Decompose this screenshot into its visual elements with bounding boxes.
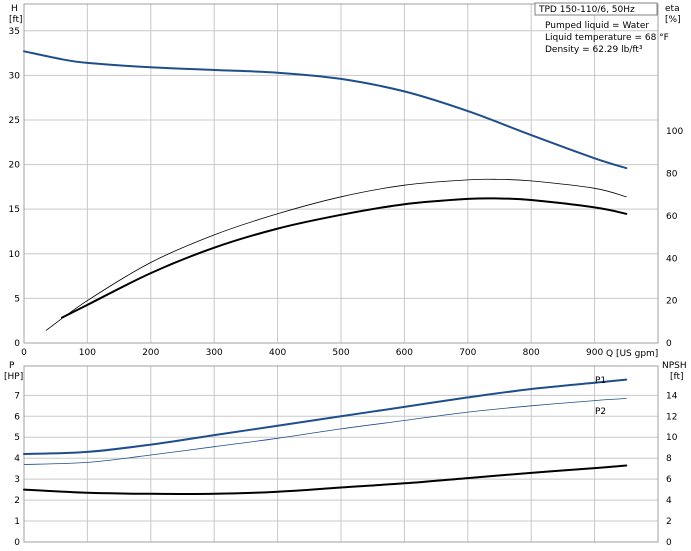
y-right-tick-label: 20: [666, 297, 678, 307]
x-tick-label: 700: [459, 348, 476, 358]
y-left-tick-label: 0: [14, 538, 20, 547]
y-left-tick-label: 1: [14, 517, 20, 527]
y-left-tick-label: 5: [14, 294, 20, 304]
condition-density: Density = 62.29 lb/ft³: [545, 45, 643, 55]
y-left-tick-label: 4: [14, 454, 20, 464]
series-label-p2: P2: [595, 407, 606, 417]
top-panel-frame: [23, 3, 659, 344]
series-h-curve: [23, 50, 628, 170]
y-left-tick-label: 0: [14, 339, 20, 349]
y-right-tick-label: 100: [666, 127, 683, 137]
x-tick-label: 800: [523, 348, 540, 358]
y-right-tick-label: 60: [666, 212, 678, 222]
y-left-tick-label: 3: [14, 475, 20, 485]
y-left-unit-bottom: [ft]: [9, 15, 23, 25]
series-label-p1: P1: [595, 376, 606, 386]
series-p2-curve: [23, 398, 627, 465]
series-p1-curve: [23, 378, 628, 455]
condition-liquid: Pumped liquid = Water: [545, 21, 649, 31]
y-right-tick-label: 14: [666, 391, 678, 401]
x-tick-label: 600: [396, 348, 413, 358]
y-right-tick-label: 40: [666, 254, 678, 264]
model-box: [534, 2, 658, 16]
y-right-tick-label: 12: [666, 412, 677, 422]
bottom-panel-series: [23, 378, 628, 496]
y-left-tick-label: 20: [9, 161, 21, 171]
top-panel-grid: [24, 4, 658, 343]
p-axis-unit-bottom: [HP]: [4, 372, 23, 382]
y-right-tick-label: 2: [666, 517, 672, 527]
series-npsh-curve: [23, 464, 628, 496]
y-right-unit-top: eta: [665, 4, 680, 14]
series-eta-pump-curve: [61, 197, 628, 319]
y-left-tick-label: 30: [9, 71, 21, 81]
y-left-tick-label: 7: [14, 391, 20, 401]
x-tick-label: 0: [21, 348, 27, 358]
y-left-unit-top: H: [11, 4, 18, 14]
x-tick-label: 200: [142, 348, 159, 358]
x-tick-label: 500: [332, 348, 349, 358]
y-left-tick-label: 10: [9, 250, 21, 260]
y-left-tick-label: 2: [14, 496, 20, 506]
y-right-tick-label: 10: [666, 433, 678, 443]
x-tick-label: 400: [269, 348, 286, 358]
y-right-tick-label: 6: [666, 475, 672, 485]
y-left-tick-label: 5: [14, 433, 20, 443]
top-panel-series: [23, 50, 628, 331]
x-axis-label: Q [US gpm]: [606, 349, 658, 359]
npsh-axis-unit-top: NPSH: [662, 361, 687, 371]
bottom-panel-grid: [24, 366, 658, 542]
x-tick-label: 300: [206, 348, 223, 358]
y-right-tick-label: 0: [666, 538, 672, 547]
y-left-tick-label: 15: [9, 205, 20, 215]
p-axis-unit-top: P: [9, 361, 15, 371]
y-right-tick-label: 0: [666, 339, 672, 349]
y-left-tick-label: 6: [14, 412, 20, 422]
condition-temperature: Liquid temperature = 68 °F: [545, 33, 669, 43]
model-label: TPD 150-110/6, 50Hz: [538, 5, 635, 15]
top-panel-tick-labels: 0 100 200 300 400 500 600 700 800 900051015202530…: [9, 27, 684, 358]
y-left-tick-label: 25: [9, 116, 20, 126]
x-tick-label: 900: [586, 348, 603, 358]
npsh-axis-unit-bottom: [ft]: [670, 372, 684, 382]
x-tick-label: 100: [79, 348, 96, 358]
y-right-tick-label: 4: [666, 496, 672, 506]
series-eta-curve: [45, 178, 627, 331]
y-right-tick-label: 8: [666, 454, 672, 464]
y-right-unit-bottom: [%]: [665, 15, 681, 25]
y-left-tick-label: 35: [9, 27, 20, 37]
y-right-tick-label: 80: [666, 170, 678, 180]
